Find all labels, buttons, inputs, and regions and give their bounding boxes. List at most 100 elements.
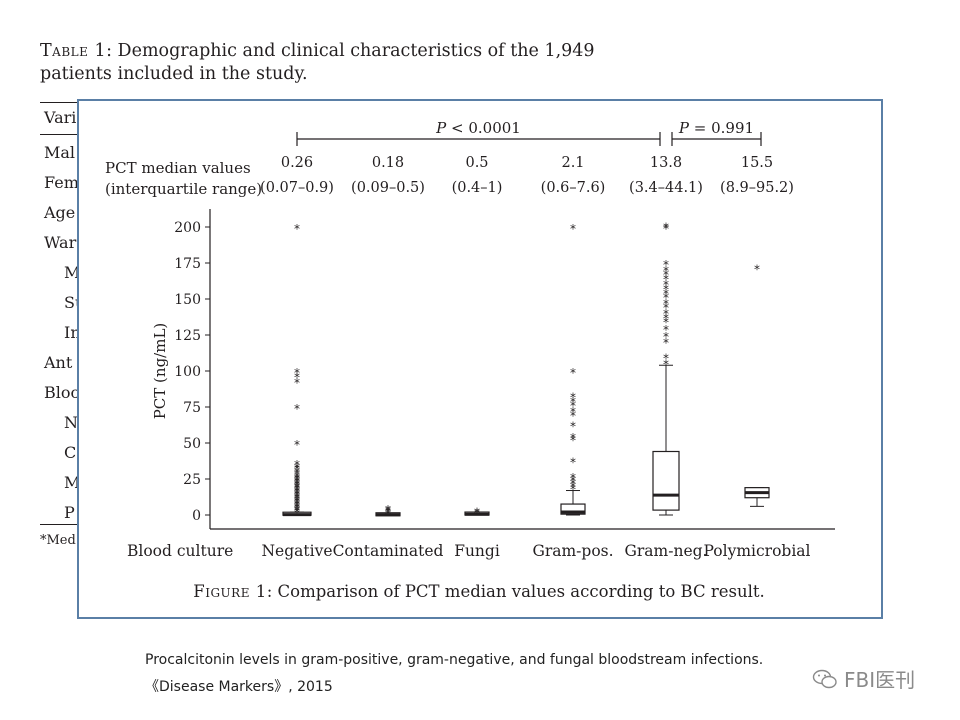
table-title-prefix: Table 1 (40, 41, 107, 61)
outlier-marker: * (294, 497, 300, 511)
y-tick-label: 100 (174, 364, 201, 380)
iqr-value: (0.07–0.9) (260, 180, 334, 196)
outlier-marker: * (294, 506, 300, 520)
table-header-rule (40, 134, 100, 135)
figure-panel: 0 25 50 75 100 125 150 175 200 PCT (ng/mL) Blood c… (77, 99, 883, 619)
outlier-marker: * (294, 486, 300, 500)
outlier-marker: * (570, 455, 576, 469)
outlier-marker: * (570, 483, 576, 497)
outlier-marker: * (294, 376, 300, 390)
comparison-label: P < 0.0001 (435, 119, 521, 137)
y-tick-label: 125 (174, 328, 201, 344)
outlier-marker: * (294, 481, 300, 495)
outlier-marker: * (385, 503, 391, 517)
outlier-marker: * (663, 291, 669, 305)
table-title-text: : Demographic and clinical characteristi… (40, 41, 595, 84)
table-row-label: C (64, 443, 77, 462)
table-row-label: Age (44, 203, 76, 222)
table-row-label: Ant (44, 353, 73, 372)
y-axis-label: PCT (ng/mL) (151, 323, 169, 420)
outlier-marker: * (294, 494, 300, 508)
watermark-text: FBI医刊 (844, 668, 916, 692)
wechat-icon (812, 669, 837, 688)
median-value: 0.18 (372, 155, 404, 171)
outlier-marker: * (663, 287, 669, 301)
source-journal: 《Disease Markers》, 2015 (145, 679, 333, 695)
category-label: Fungi (454, 542, 500, 560)
boxplot-chart: 0 25 50 75 100 125 150 175 200 PCT (ng/mL) Blood c… (105, 119, 835, 601)
outlier-marker: * (663, 330, 669, 344)
outlier-marker: * (294, 467, 300, 481)
outlier-marker: * (294, 473, 300, 487)
outlier-marker: * (570, 366, 576, 380)
outlier-marker: * (294, 366, 300, 380)
outlier-marker: * (754, 262, 760, 276)
outlier-marker: * (474, 506, 480, 520)
outlier-marker: * (294, 370, 300, 384)
outlier-marker: * (570, 399, 576, 413)
outlier-marker: * (570, 390, 576, 404)
outlier-marker: * (570, 431, 576, 445)
iqr-value: (0.4–1) (452, 180, 503, 196)
outlier-marker: * (294, 496, 300, 510)
table-row-label: P (64, 503, 75, 522)
outlier-marker: * (294, 488, 300, 502)
outlier-marker: * (663, 272, 669, 286)
outlier-marker: * (663, 282, 669, 296)
outlier-marker: * (570, 395, 576, 409)
table-row-label: Vari (44, 108, 77, 127)
table-row-label: In (64, 323, 81, 342)
x-axis-label: Blood culture (127, 542, 233, 560)
outlier-marker: * (663, 297, 669, 311)
outlier-marker: * (294, 501, 300, 515)
outlier-marker: * (294, 438, 300, 452)
outlier-marker: * (663, 268, 669, 282)
table-row-label: War (44, 233, 77, 252)
box (652, 450, 680, 511)
outlier-marker: * (663, 323, 669, 337)
outlier-marker: * (663, 311, 669, 325)
iqr-value: (8.9–95.2) (720, 180, 794, 196)
outlier-marker: * (294, 493, 300, 507)
median-value: 2.1 (561, 155, 584, 171)
median-value: 13.8 (650, 155, 682, 171)
comparison-label: P = 0.991 (678, 119, 754, 137)
outlier-marker: * (294, 480, 300, 494)
outlier-marker: * (570, 405, 576, 419)
outlier-marker: * (294, 484, 300, 498)
y-tick-label: 0 (192, 508, 201, 524)
outlier-marker: * (663, 357, 669, 371)
y-tick-label: 200 (174, 220, 201, 236)
category-label: Contaminated (333, 542, 444, 560)
table-row-label: Mal (44, 143, 76, 162)
table-row-label: Fem (44, 173, 79, 192)
outlier-marker: * (663, 278, 669, 292)
outlier-marker: * (294, 487, 300, 501)
y-tick-label: 75 (183, 400, 201, 416)
figure-caption: Figure 1: Comparison of PCT median value… (193, 582, 764, 601)
median-header-line2: (interquartile range) (105, 180, 262, 198)
y-tick-label: 150 (174, 292, 201, 308)
outlier-marker: * (294, 500, 300, 514)
table-bottom-rule (40, 524, 100, 525)
iqr-value: (0.6–7.6) (541, 180, 606, 196)
outlier-marker: * (385, 504, 391, 518)
outlier-marker: * (385, 507, 391, 521)
outlier-marker: * (294, 222, 300, 236)
outlier-marker: * (294, 470, 300, 484)
outlier-marker: * (294, 474, 300, 488)
outlier-marker: * (570, 477, 576, 491)
outlier-marker: * (294, 498, 300, 512)
outlier-marker: * (663, 316, 669, 330)
outlier-marker: * (663, 301, 669, 315)
outlier-marker: * (570, 419, 576, 433)
table-row-label: Bloo (44, 383, 81, 402)
outlier-marker: * (294, 402, 300, 416)
outlier-marker: * (663, 221, 669, 235)
category-label: Gram-pos. (532, 542, 613, 560)
outlier-marker: * (385, 506, 391, 520)
source-title: Procalcitonin levels in gram-positive, g… (145, 652, 764, 668)
outlier-marker: * (294, 477, 300, 491)
median-header-line1: PCT median values (105, 159, 251, 177)
outlier-marker: * (294, 504, 300, 518)
